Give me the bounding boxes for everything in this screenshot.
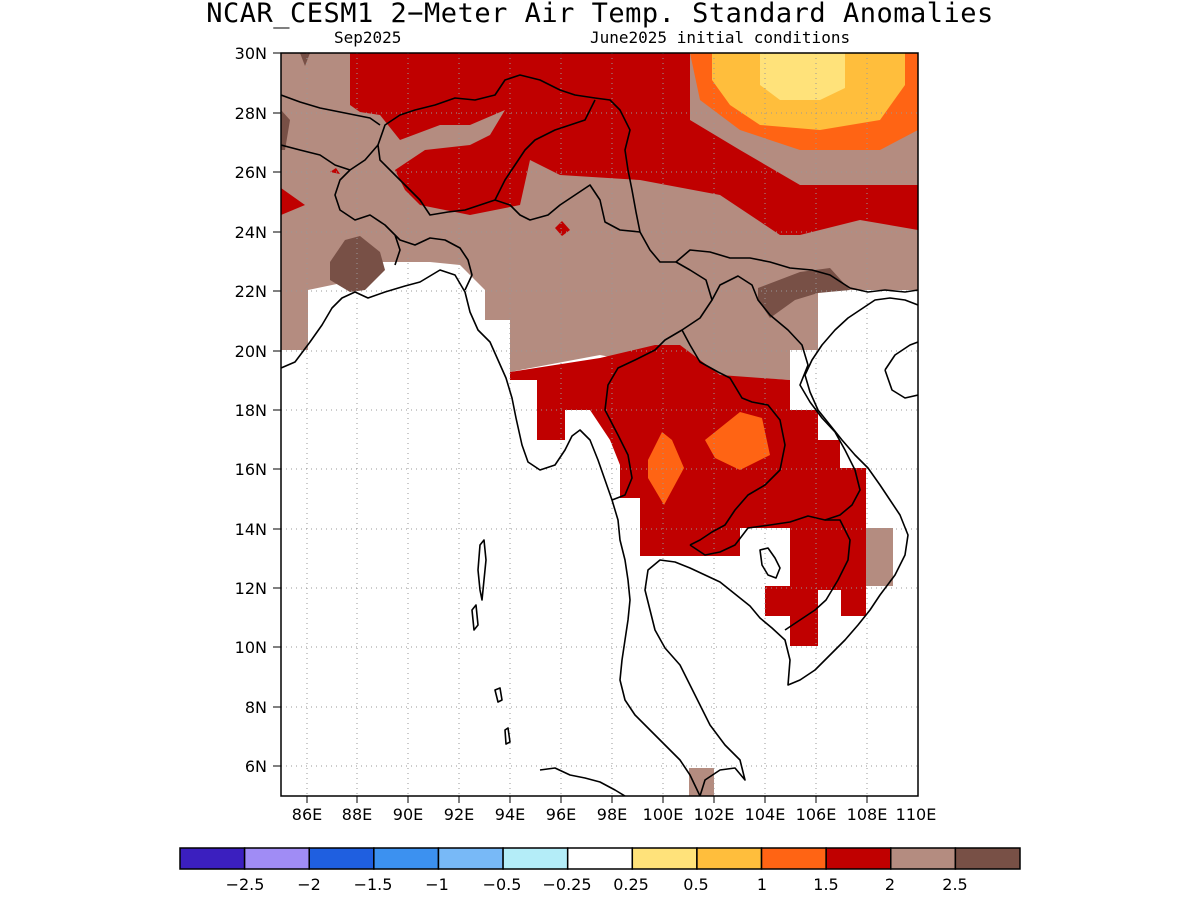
anomaly-region-brown-south (689, 768, 714, 796)
legend-label: −0.25 (542, 875, 591, 894)
border-india-west (281, 144, 351, 171)
coastline-malay-peninsula (539, 767, 626, 796)
legend-swatch (566, 847, 634, 870)
legend-label: 0.25 (613, 875, 649, 894)
legend-swatch (308, 847, 375, 870)
map-frame (280, 52, 919, 797)
anomaly-region-red-south (510, 345, 866, 646)
anomaly-region-red-north (350, 53, 918, 235)
anomaly-region-darkbrown-corner (300, 53, 310, 66)
legend-label: −0.5 (483, 875, 522, 894)
border-china (377, 74, 641, 233)
lon-label: 104E (745, 805, 786, 824)
lat-label: 26N (235, 163, 267, 182)
legend-swatch (890, 847, 957, 870)
lon-label: 90E (393, 805, 423, 824)
lat-label: 28N (235, 104, 267, 123)
legend-swatch (373, 847, 440, 870)
legend-swatch (825, 847, 892, 870)
legend-label: −2.5 (226, 875, 265, 894)
lon-label: 102E (694, 805, 735, 824)
legend-labels: −2.5 −2 −1.5 −1 −0.5 −0.25 0.25 0.5 1 1.… (226, 875, 968, 894)
lat-label: 18N (235, 401, 267, 420)
legend-label: −2 (297, 875, 321, 894)
lon-label: 88E (342, 805, 372, 824)
legend-swatch (179, 847, 246, 870)
lat-label: 20N (235, 342, 267, 361)
lon-ticks (306, 796, 868, 803)
lat-label: 10N (235, 638, 267, 657)
coastline-tonle-sap (759, 547, 781, 579)
lon-label: 86E (292, 805, 322, 824)
lat-label: 30N (235, 44, 267, 63)
border-china-laos-vietnam (675, 249, 918, 293)
border-myanmar-thailand (594, 97, 713, 501)
border-laos-vietnam (711, 275, 861, 521)
coastline-gulf-of-thailand (644, 297, 918, 796)
map-title: NCAR_CESM1 2−Meter Air Temp. Standard An… (206, 0, 994, 29)
anomaly-field (281, 53, 918, 796)
anomaly-region-darkbrown-laos (758, 268, 850, 318)
lon-label: 94E (495, 805, 525, 824)
legend-swatch (437, 847, 504, 870)
legend-swatch (631, 847, 698, 870)
border-thailand-laos (681, 329, 786, 546)
border-india-bangladesh (334, 144, 473, 291)
coastline-andaman-islands (471, 539, 511, 745)
legend-swatch (502, 847, 569, 870)
coastline-hainan (884, 341, 918, 399)
border-india-myanmar (494, 99, 596, 201)
lat-label: 24N (235, 223, 267, 242)
longitude-axis: 86E 88E 90E 92E 94E 96E 98E 100E 102E 10… (292, 805, 937, 824)
initial-conditions-label: June2025 initial conditions (590, 28, 851, 47)
anomaly-region-red-dot2 (330, 168, 340, 174)
lon-label: 96E (546, 805, 576, 824)
lon-label: 108E (847, 805, 888, 824)
legend-swatch (243, 847, 310, 870)
border-nepal-bhutan (281, 94, 381, 126)
legend-label: 0.5 (683, 875, 708, 894)
lon-label: 98E (597, 805, 627, 824)
legend-label: 2 (885, 875, 895, 894)
anomaly-region-red-west (281, 188, 305, 215)
lat-lon-grid (281, 53, 918, 796)
latitude-axis: 30N 28N 26N 24N 22N 20N 18N 16N 14N 12N … (235, 44, 267, 776)
anomaly-region-darkbrown-west (281, 110, 290, 150)
lon-label: 100E (643, 805, 684, 824)
legend-label: 1 (757, 875, 767, 894)
anomaly-region-yellow (760, 53, 845, 100)
legend-swatch (696, 847, 763, 870)
lat-label: 22N (235, 282, 267, 301)
anomaly-region-brown-vietnam (866, 528, 893, 586)
coastline-bay-of-bengal (281, 269, 701, 796)
legend-label: −1.5 (354, 875, 393, 894)
legend-label: 1.5 (813, 875, 838, 894)
lon-label: 110E (896, 805, 937, 824)
lon-label: 92E (444, 805, 474, 824)
lat-label: 16N (235, 460, 267, 479)
legend-swatch (760, 847, 827, 870)
legend-label: 2.5 (942, 875, 967, 894)
valid-month-label: Sep2025 (334, 28, 402, 47)
legend-swatch (954, 847, 1021, 870)
lon-label: 106E (796, 805, 837, 824)
border-cambodia (689, 515, 851, 631)
color-legend (179, 847, 1021, 870)
anomaly-region-orange-laos (705, 412, 770, 470)
legend-label: −1 (425, 875, 449, 894)
lat-label: 8N (245, 698, 267, 717)
lat-label: 12N (235, 579, 267, 598)
lat-label: 14N (235, 520, 267, 539)
coastlines-and-borders (281, 74, 918, 796)
lat-ticks (273, 52, 281, 767)
lat-label: 6N (245, 757, 267, 776)
